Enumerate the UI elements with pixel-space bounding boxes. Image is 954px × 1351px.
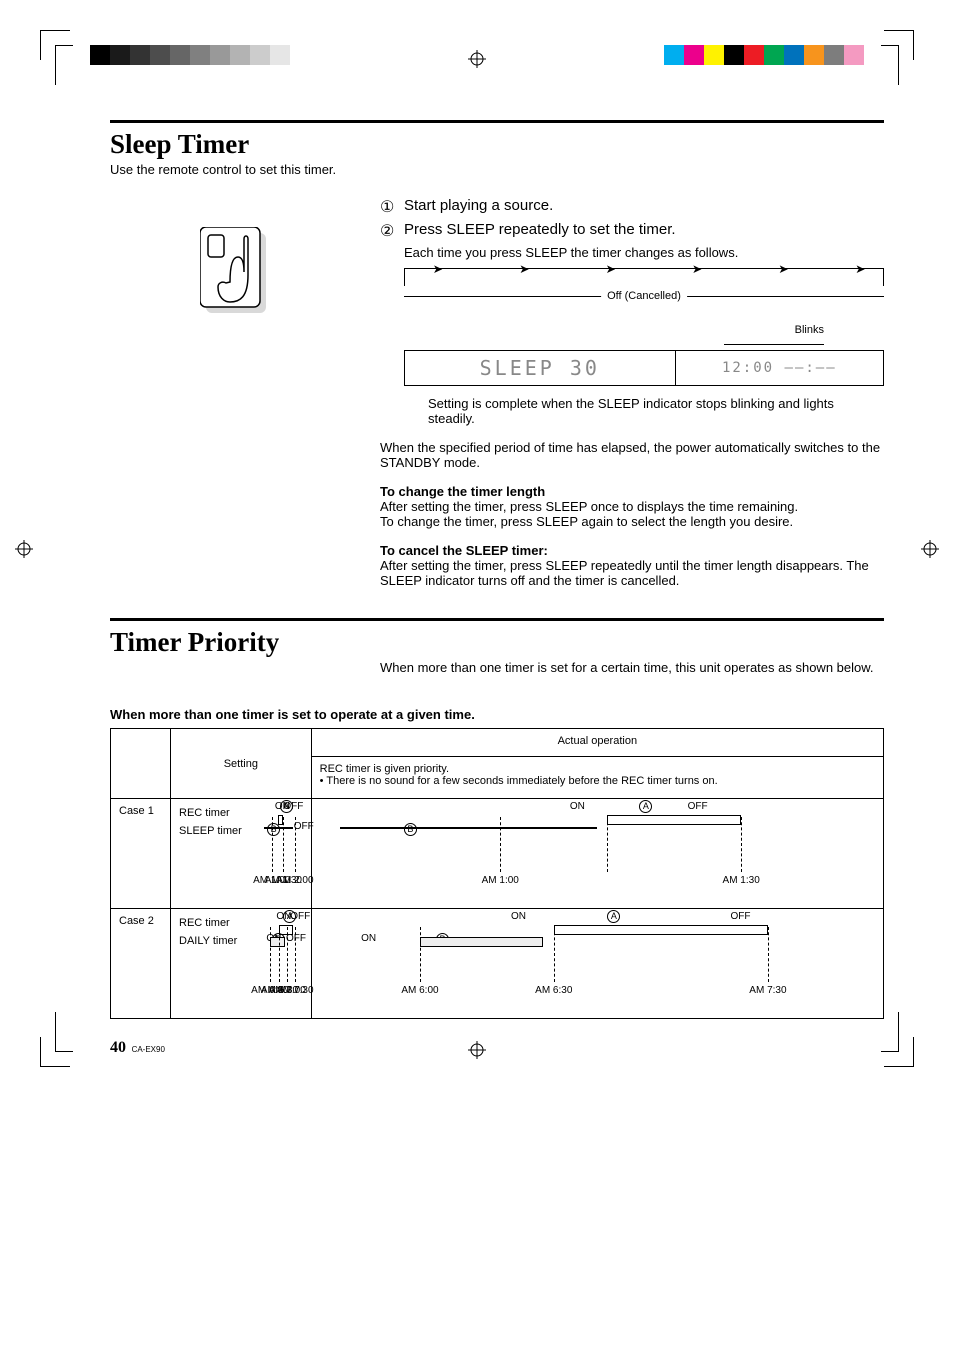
registration-mark-right xyxy=(921,540,939,558)
change-timer-p2: To change the timer, press SLEEP again t… xyxy=(380,514,884,529)
change-timer-p1: After setting the timer, press SLEEP onc… xyxy=(380,499,884,514)
actual-note: REC timer is given priority. • There is … xyxy=(311,757,883,799)
section-rule-2 xyxy=(110,618,884,621)
remote-hand-icon xyxy=(200,227,270,317)
lcd-display: SLEEP 30 12:00 ‒‒:‒‒ xyxy=(404,350,884,386)
blinks-label: Blinks xyxy=(404,324,884,348)
timer-priority-heading: Timer Priority xyxy=(110,627,884,658)
grayscale-bar xyxy=(90,45,290,65)
cancel-timer-p: After setting the timer, press SLEEP rep… xyxy=(380,558,884,588)
setting-complete-note: Setting is complete when the SLEEP indic… xyxy=(428,396,884,426)
change-timer-heading: To change the timer length xyxy=(380,484,884,499)
timer-priority-intro: When more than one timer is set for a ce… xyxy=(380,660,884,675)
registration-mark-left xyxy=(15,540,33,558)
lcd-main-text: SLEEP 30 xyxy=(405,351,676,385)
case2-actual-diagram: ON A OFF ON B AM 6:00 AM 6:30 AM 7:30 xyxy=(311,909,883,1019)
case1-setting-diagram: REC timer SLEEP timer ON A OFF B OFF xyxy=(171,799,312,909)
registration-mark-bottom xyxy=(468,1041,486,1059)
elapsed-paragraph: When the specified period of time has el… xyxy=(380,440,884,470)
sleep-cycle-diagram: ➤ ➤ ➤ ➤ ➤ ➤ Off (Cancelled) xyxy=(404,268,884,310)
col-setting-header: Setting xyxy=(171,729,312,799)
lcd-clock-text: 12:00 ‒‒:‒‒ xyxy=(676,351,883,385)
color-bar xyxy=(664,45,864,65)
sleep-timer-subtitle: Use the remote control to set this timer… xyxy=(110,162,884,177)
registration-mark-top xyxy=(468,50,486,68)
priority-table: Setting Actual operation REC timer is gi… xyxy=(110,728,884,1019)
sleep-timer-heading: Sleep Timer xyxy=(110,129,884,160)
step-2: ② Press SLEEP repeatedly to set the time… xyxy=(380,221,884,241)
step-1: ① Start playing a source. xyxy=(380,197,884,217)
case1-actual-diagram: ON A OFF B AM 1:00 AM 1:30 xyxy=(311,799,883,909)
cancel-timer-heading: To cancel the SLEEP timer: xyxy=(380,543,884,558)
step-2-note: Each time you press SLEEP the timer chan… xyxy=(404,245,884,260)
case2-label: Case 2 xyxy=(111,909,171,1019)
top-crop-marks xyxy=(0,30,954,80)
col-actual-header: Actual operation xyxy=(311,729,883,757)
section-rule xyxy=(110,120,884,123)
case1-label: Case 1 xyxy=(111,799,171,909)
priority-table-caption: When more than one timer is set to opera… xyxy=(110,707,884,722)
case2-setting-diagram: REC timer DAILY timer ON A OFF ON B OFF xyxy=(171,909,312,1019)
